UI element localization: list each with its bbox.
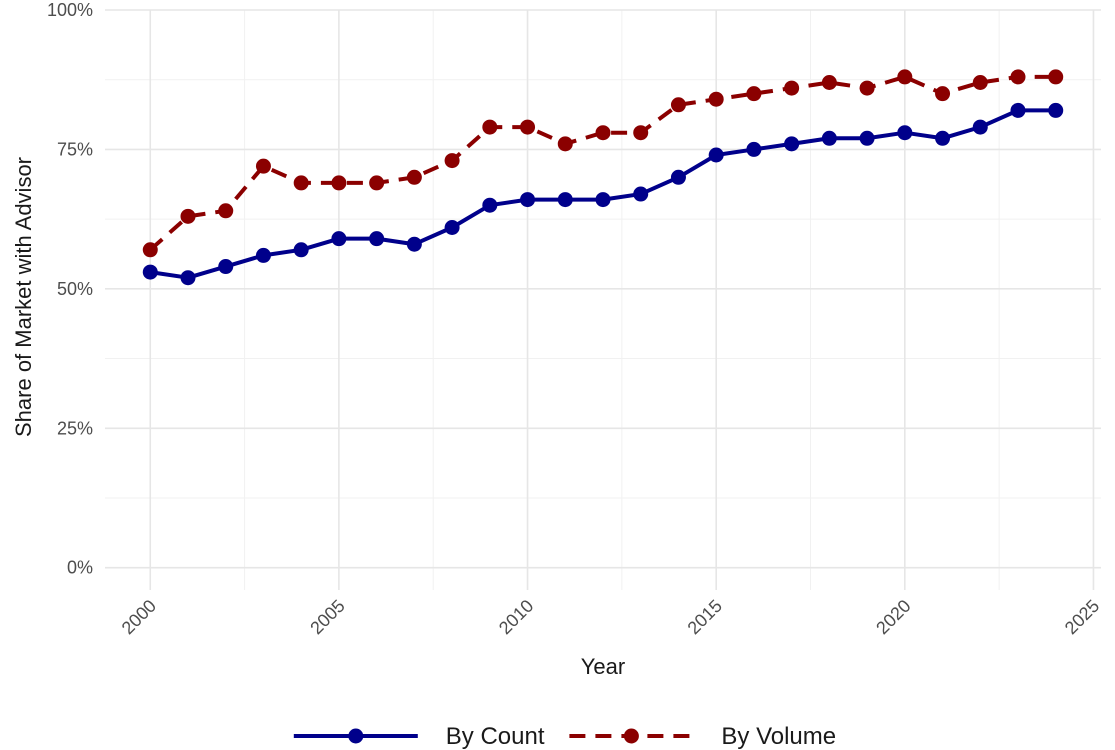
x-tick-label: 2015: [684, 596, 726, 638]
by-volume-point: [520, 119, 536, 135]
by-count-point: [746, 141, 762, 157]
series-lines: [148, 74, 1056, 280]
by-count-point: [935, 130, 951, 146]
by-volume-point: [406, 169, 422, 185]
by-count-point: [406, 236, 422, 252]
legend-key-marker: [348, 728, 364, 744]
legend-key-marker: [623, 728, 639, 744]
by-count-point: [784, 136, 800, 152]
x-tick-label: 2020: [872, 596, 914, 638]
y-tick-label: 50%: [57, 279, 93, 299]
by-count-point: [331, 231, 347, 247]
by-volume-point: [595, 125, 611, 141]
by-count-point: [557, 192, 573, 208]
by-count-point: [897, 125, 913, 141]
by-count-point: [1010, 102, 1026, 118]
by-count-point: [859, 130, 875, 146]
by-volume-point: [369, 175, 385, 191]
by-count-point: [670, 169, 686, 185]
y-tick-label: 100%: [47, 0, 93, 20]
by-count-point: [218, 259, 234, 275]
x-tick-label: 2010: [495, 596, 537, 638]
by-count-point: [708, 147, 724, 163]
by-volume-point: [557, 136, 573, 152]
y-axis-title: Share of Market with Advisor: [11, 157, 36, 437]
x-tick-label: 2005: [306, 596, 348, 638]
grid-lines: [105, 9, 1101, 590]
by-count-point: [821, 130, 837, 146]
by-volume-series-line: [148, 74, 1056, 252]
by-volume-point: [633, 125, 649, 141]
y-tick-label: 25%: [57, 418, 93, 438]
by-count-point: [1048, 102, 1064, 118]
by-count-point: [482, 197, 498, 213]
legend-label: By Volume: [721, 723, 836, 750]
series-markers: [142, 69, 1064, 286]
by-volume-point: [293, 175, 309, 191]
by-count-point: [972, 119, 988, 135]
y-tick-label: 75%: [57, 139, 93, 159]
by-volume-point: [180, 208, 196, 224]
by-count-point: [293, 242, 309, 258]
by-volume-point: [821, 75, 837, 90]
by-volume-point: [784, 80, 800, 96]
x-tick-label: 2000: [118, 596, 160, 638]
y-tick-label: 0%: [67, 558, 93, 578]
by-count-point: [595, 192, 611, 208]
by-volume-point: [444, 153, 460, 169]
by-volume-point: [331, 175, 347, 191]
by-volume-point: [972, 75, 988, 90]
by-volume-point: [1010, 69, 1026, 85]
by-volume-point: [142, 242, 158, 258]
legend-item-by-count: By Count: [293, 723, 545, 750]
by-count-point: [255, 247, 271, 263]
x-tick-label: 2025: [1061, 596, 1103, 638]
by-volume-point: [708, 91, 724, 107]
by-volume-point: [1048, 69, 1064, 85]
by-volume-point: [746, 86, 762, 102]
by-count-point: [142, 264, 158, 280]
by-volume-point: [859, 80, 875, 96]
by-volume-point: [482, 119, 498, 135]
legend-item-by-volume: By Volume: [569, 723, 836, 750]
by-count-point: [444, 220, 460, 235]
by-volume-point: [670, 97, 686, 113]
legend-label: By Count: [446, 723, 545, 750]
x-axis-title: Year: [581, 654, 625, 679]
by-count-point: [633, 186, 649, 202]
by-count-point: [369, 231, 385, 247]
by-count-point: [180, 270, 196, 286]
by-volume-point: [218, 203, 234, 219]
by-volume-point: [897, 69, 913, 85]
by-volume-point: [935, 86, 951, 102]
legend: By Count By Volume: [293, 723, 836, 750]
by-count-point: [520, 192, 536, 208]
by-volume-point: [255, 158, 271, 174]
